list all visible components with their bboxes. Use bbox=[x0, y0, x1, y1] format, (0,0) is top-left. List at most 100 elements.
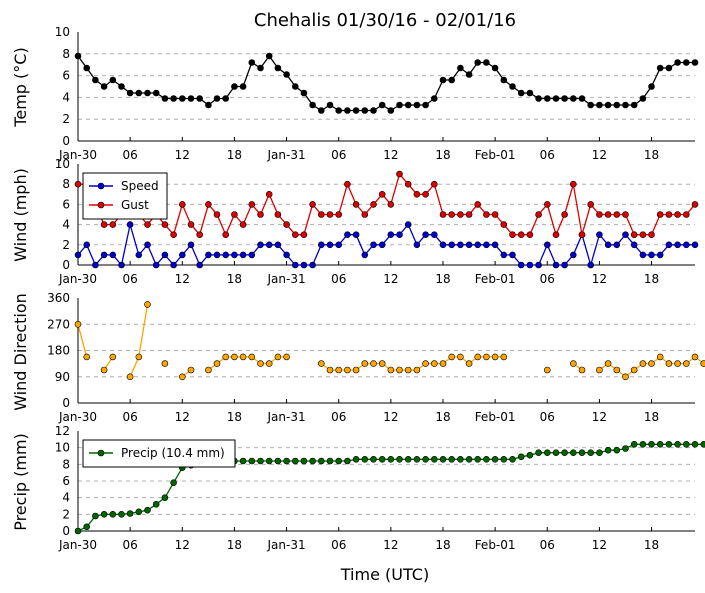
data-point bbox=[674, 59, 681, 66]
x-tick-label: 06 bbox=[540, 538, 555, 552]
x-tick-label: Jan-31 bbox=[267, 538, 306, 552]
x-tick-label: 06 bbox=[123, 148, 138, 162]
x-tick-label: 18 bbox=[227, 538, 242, 552]
data-point bbox=[109, 510, 117, 518]
data-point bbox=[326, 457, 334, 465]
y-tick-label: 6 bbox=[62, 69, 70, 83]
data-point bbox=[361, 211, 369, 218]
data-point bbox=[109, 221, 117, 228]
data-point bbox=[465, 71, 473, 78]
x-tick-label: 18 bbox=[435, 410, 450, 424]
x-tick-label: 18 bbox=[435, 538, 450, 552]
data-point bbox=[413, 366, 421, 374]
data-point bbox=[205, 366, 212, 374]
data-point bbox=[283, 353, 290, 361]
y-tick-label: 270 bbox=[47, 317, 70, 331]
data-point bbox=[656, 64, 664, 72]
legend-label: Gust bbox=[121, 198, 149, 212]
data-point bbox=[630, 366, 638, 374]
data-point bbox=[109, 251, 117, 259]
data-point bbox=[118, 510, 125, 518]
data-point bbox=[239, 353, 247, 361]
x-tick-label: Jan-31 bbox=[267, 410, 306, 424]
data-point bbox=[700, 441, 705, 448]
data-point bbox=[630, 241, 638, 249]
data-point bbox=[144, 221, 151, 228]
y-axis-label: Wind Direction bbox=[11, 293, 30, 411]
y-tick-label: 2 bbox=[62, 112, 70, 126]
x-tick-label: 12 bbox=[383, 148, 398, 162]
data-point bbox=[335, 457, 343, 465]
data-point bbox=[474, 353, 482, 361]
x-tick-label: 12 bbox=[592, 272, 607, 286]
x-tick-label: Jan-30 bbox=[58, 538, 97, 552]
data-point bbox=[205, 101, 212, 109]
y-tick-label: 0 bbox=[62, 134, 70, 148]
data-point bbox=[457, 241, 464, 249]
data-point bbox=[274, 241, 282, 249]
data-point bbox=[344, 107, 351, 114]
data-point bbox=[378, 101, 386, 109]
x-tick-label: 18 bbox=[644, 410, 659, 424]
data-point bbox=[396, 170, 403, 178]
data-point bbox=[465, 360, 473, 367]
data-point bbox=[674, 241, 681, 249]
data-point bbox=[552, 231, 560, 238]
data-point bbox=[300, 261, 308, 269]
data-point bbox=[474, 59, 482, 66]
data-point bbox=[222, 353, 229, 361]
x-tick-label: Jan-31 bbox=[267, 148, 306, 162]
data-point bbox=[483, 59, 490, 66]
data-point bbox=[83, 353, 90, 361]
data-point bbox=[639, 440, 647, 448]
data-point bbox=[248, 251, 256, 259]
data-point bbox=[370, 201, 377, 208]
data-point bbox=[474, 201, 482, 208]
data-point bbox=[257, 360, 264, 367]
data-point bbox=[248, 201, 256, 208]
data-point bbox=[239, 251, 247, 259]
data-point bbox=[126, 510, 134, 517]
data-point bbox=[213, 95, 221, 102]
data-point bbox=[396, 366, 403, 374]
data-point bbox=[691, 201, 699, 208]
data-point bbox=[187, 221, 195, 228]
data-point bbox=[387, 107, 395, 114]
data-point bbox=[682, 360, 690, 367]
data-point bbox=[552, 95, 560, 102]
data-point bbox=[639, 231, 647, 238]
x-tick-label: 12 bbox=[383, 538, 398, 552]
figure-title: Chehalis 01/30/16 - 02/01/16 bbox=[254, 10, 516, 31]
data-point bbox=[309, 457, 316, 465]
data-point bbox=[630, 440, 638, 448]
y-tick-label: 10 bbox=[55, 441, 70, 455]
data-point bbox=[257, 211, 264, 218]
data-point bbox=[222, 231, 229, 238]
data-point bbox=[578, 231, 586, 238]
data-point bbox=[500, 76, 508, 84]
data-point bbox=[239, 83, 247, 90]
x-tick-label: Jan-30 bbox=[58, 410, 97, 424]
data-point bbox=[596, 449, 603, 457]
y-tick-label: 360 bbox=[47, 291, 70, 305]
data-point bbox=[152, 89, 160, 97]
x-tick-label: 06 bbox=[540, 148, 555, 162]
data-point bbox=[317, 107, 325, 114]
data-point bbox=[656, 211, 664, 218]
data-point bbox=[170, 479, 177, 487]
data-point bbox=[231, 251, 238, 259]
data-point bbox=[152, 500, 160, 508]
data-point bbox=[622, 211, 629, 218]
data-point bbox=[648, 251, 655, 259]
data-point bbox=[613, 101, 621, 109]
x-tick-label: Jan-30 bbox=[58, 272, 97, 286]
data-point bbox=[457, 64, 464, 72]
data-point bbox=[691, 353, 699, 361]
data-point bbox=[543, 95, 551, 102]
x-tick-label: 06 bbox=[540, 272, 555, 286]
data-point bbox=[483, 353, 490, 361]
data-point bbox=[656, 440, 664, 448]
y-tick-label: 6 bbox=[62, 197, 70, 211]
data-point bbox=[491, 241, 499, 249]
